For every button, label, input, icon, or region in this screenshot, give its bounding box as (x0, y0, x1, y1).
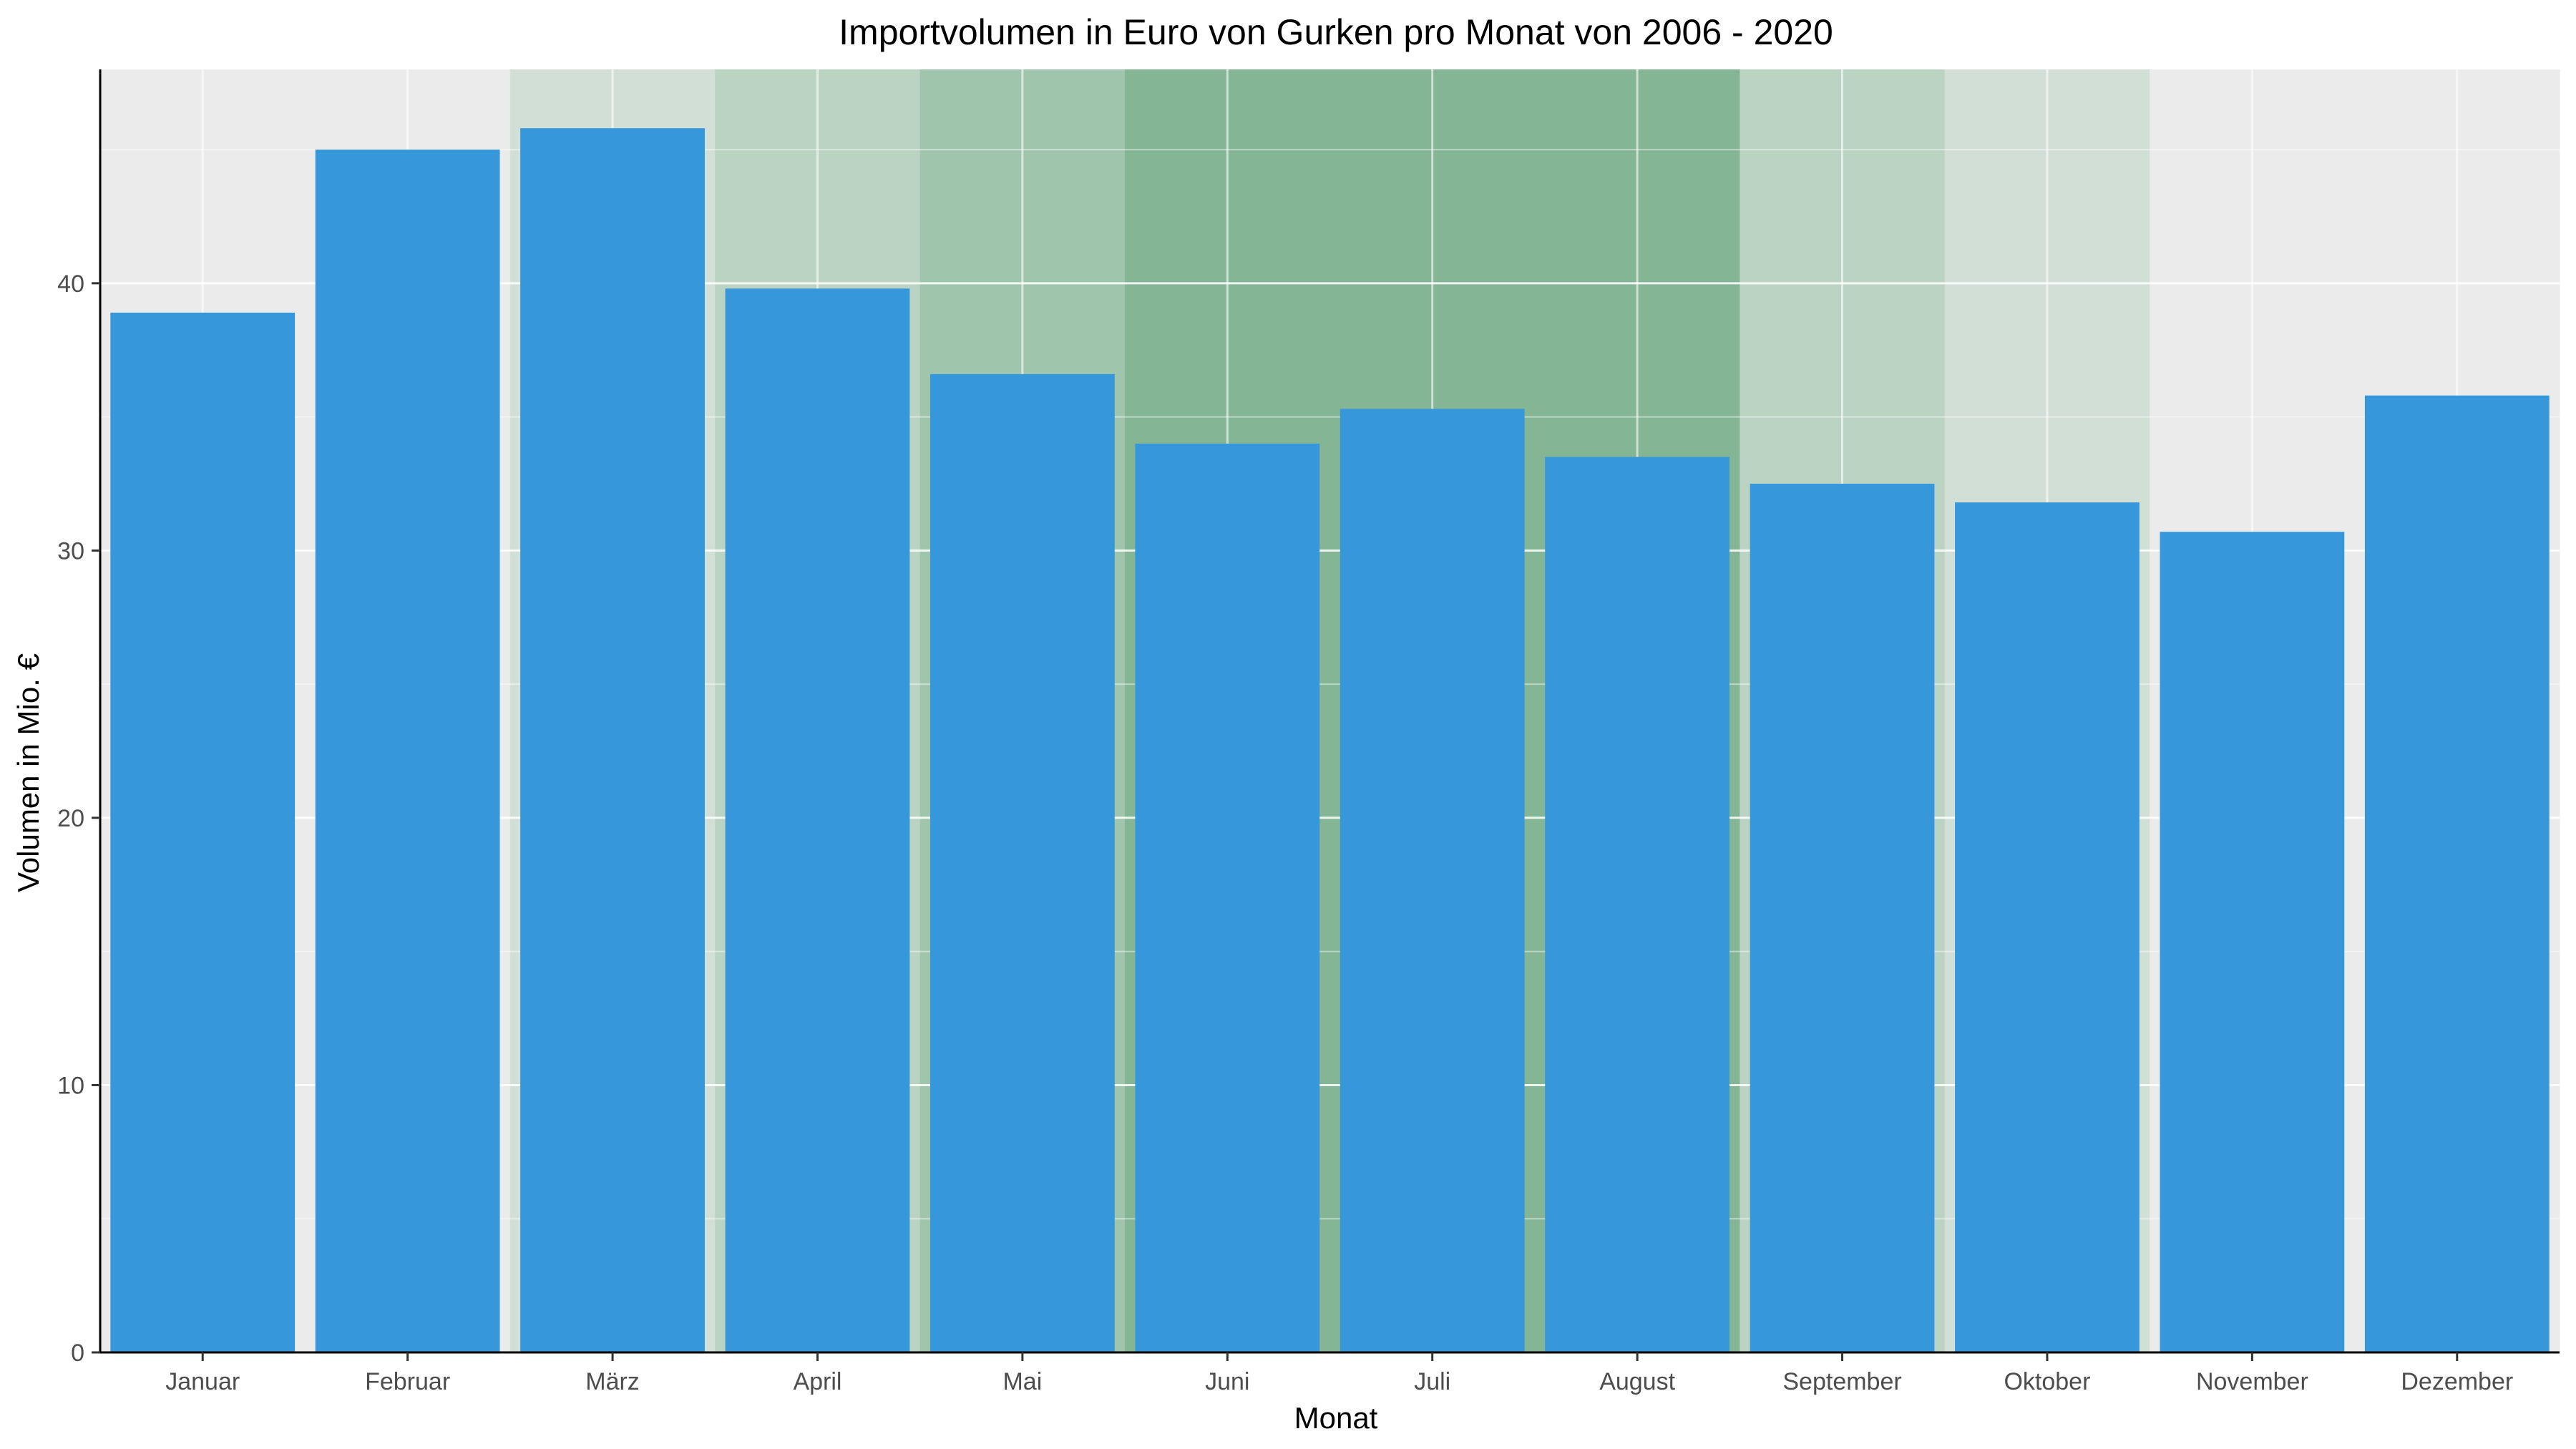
x-tick-label: April (793, 1368, 841, 1395)
y-tick-label: 10 (57, 1072, 84, 1099)
bar-februar (315, 150, 500, 1352)
x-tick-label: Mai (1002, 1368, 1042, 1395)
bar-dezember (2364, 395, 2550, 1352)
y-axis-title: Volumen in Mio. € (11, 653, 45, 892)
bar-juni (1135, 443, 1320, 1353)
x-tick-label: Februar (365, 1368, 450, 1395)
bars (110, 128, 2550, 1353)
x-tick-label: Dezember (2401, 1368, 2513, 1395)
bar-september (1750, 483, 1935, 1353)
y-tick-label: 20 (57, 805, 84, 832)
bar-märz (520, 128, 705, 1352)
y-tick-label: 0 (71, 1340, 84, 1367)
x-tick-label: August (1599, 1368, 1675, 1395)
x-tick-label: September (1782, 1368, 1901, 1395)
bar-august (1545, 457, 1730, 1352)
x-tick-label: Juli (1414, 1368, 1450, 1395)
bar-juli (1340, 409, 1525, 1352)
tick-labels: 0 10 20 30 40 Januar Februar März April Mai Juni Ju… (57, 270, 2513, 1395)
x-axis-title: Monat (1294, 1401, 1378, 1435)
chart-title: Importvolumen in Euro von Gurken pro Mon… (839, 12, 1833, 52)
bar-oktober (1955, 502, 2140, 1353)
x-tick-label: März (585, 1368, 640, 1395)
y-tick-label: 40 (57, 270, 84, 298)
x-tick-label: Oktober (2004, 1368, 2090, 1395)
bar-november (2160, 532, 2345, 1353)
y-tick-label: 30 (57, 537, 84, 565)
bar-januar (110, 312, 296, 1353)
axes (92, 69, 2560, 1361)
x-tick-label: November (2196, 1368, 2308, 1395)
bar-april (725, 288, 910, 1352)
x-tick-label: Juni (1205, 1368, 1249, 1395)
bar-mai (930, 374, 1115, 1352)
x-tick-label: Januar (165, 1368, 240, 1395)
